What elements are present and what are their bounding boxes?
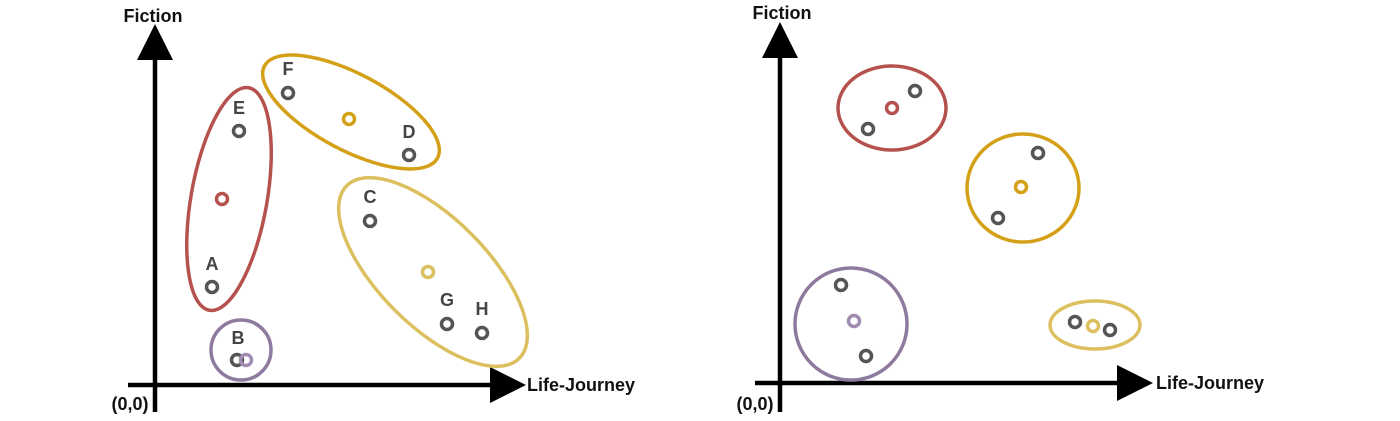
cluster [1048, 299, 1142, 351]
point [1067, 314, 1083, 330]
x-axis-label: Life-Journey [527, 375, 635, 395]
centroid [1085, 318, 1101, 334]
right-panel: Fiction Life-Journey (0,0) [736, 3, 1264, 414]
point [229, 352, 245, 368]
y-axis-label: Fiction [753, 3, 812, 23]
point-label: A [206, 254, 219, 274]
point [401, 147, 417, 163]
point [1102, 322, 1118, 338]
point [1030, 145, 1046, 161]
centroid [846, 313, 862, 329]
point-label: B [232, 328, 245, 348]
centroid [341, 111, 357, 127]
point [990, 210, 1006, 226]
x-axis-label: Life-Journey [1156, 373, 1264, 393]
point-label: D [403, 122, 416, 142]
centroid [238, 352, 254, 368]
cluster [836, 64, 948, 152]
point [860, 121, 876, 137]
point [231, 123, 247, 139]
left-panel: Fiction Life-Journey (0,0) A B C D E F G… [111, 6, 635, 414]
centroid [420, 264, 436, 280]
point [474, 325, 490, 341]
cluster [336, 175, 530, 369]
point-label: C [364, 187, 377, 207]
origin-label: (0,0) [111, 394, 148, 414]
point [362, 213, 378, 229]
centroid [1013, 179, 1029, 195]
origin-label: (0,0) [736, 394, 773, 414]
point-label: E [233, 98, 245, 118]
point [439, 316, 455, 332]
point [858, 348, 874, 364]
point [204, 279, 220, 295]
point-label: G [440, 290, 454, 310]
point-label: H [476, 299, 489, 319]
cluster [209, 318, 273, 382]
point [833, 277, 849, 293]
centroid [884, 100, 900, 116]
cluster [793, 266, 909, 382]
point [280, 85, 296, 101]
cluster [184, 85, 274, 313]
cluster [260, 53, 442, 171]
point-label: F [283, 59, 294, 79]
cluster [965, 132, 1081, 244]
centroid [214, 191, 230, 207]
y-axis-label: Fiction [124, 6, 183, 26]
point [907, 83, 923, 99]
